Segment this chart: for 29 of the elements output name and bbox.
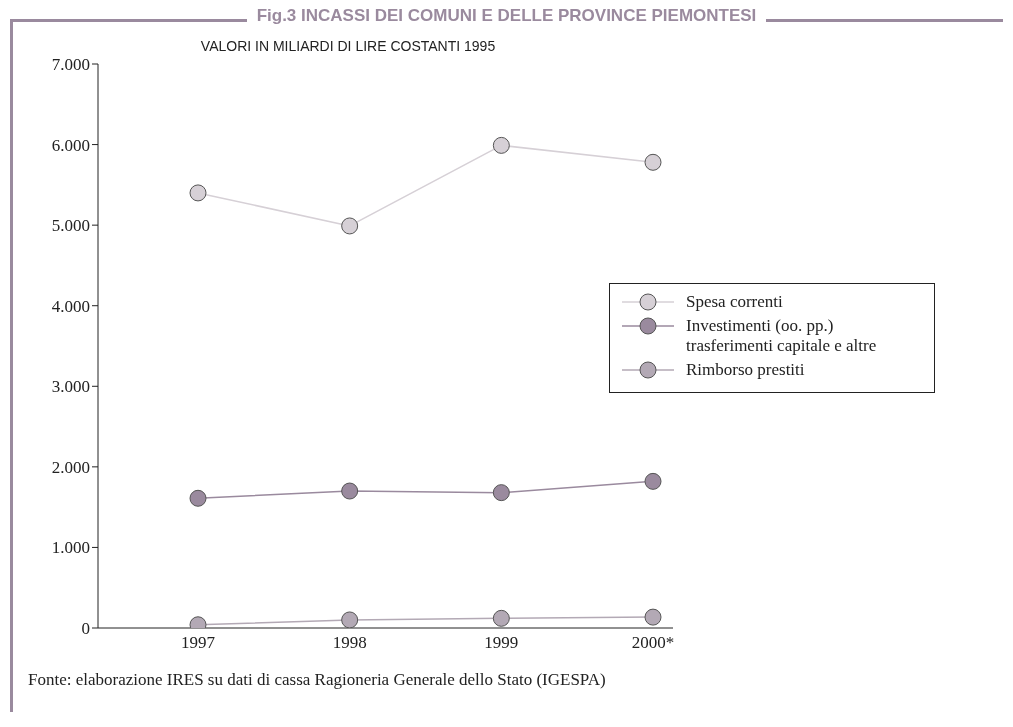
source-note: Fonte: elaborazione IRES su dati di cassa Ragioneria Generale dello Stato (IGESPA) <box>28 670 606 690</box>
point <box>492 136 510 154</box>
x-tick-label: 2000* <box>631 633 675 653</box>
legend-label: Spesa correnti <box>686 292 783 312</box>
y-tick-label: 0 <box>81 619 90 639</box>
point <box>341 611 359 628</box>
x-tick-label: 1999 <box>484 633 519 653</box>
chart-subtitle: VALORI IN MILIARDI DI LIRE COSTANTI 1995 <box>199 38 497 54</box>
point <box>644 608 662 626</box>
y-tick-label: 2.000 <box>51 457 90 477</box>
point <box>644 472 662 490</box>
y-tick-label: 1.000 <box>51 538 90 558</box>
y-tick-label: 4.000 <box>51 296 90 316</box>
point <box>189 489 207 507</box>
y-tick-label: 6.000 <box>51 135 90 155</box>
legend-label: Rimborso prestiti <box>686 360 805 380</box>
x-tick-label: 1998 <box>332 633 367 653</box>
y-tick-label: 7.000 <box>51 55 90 75</box>
legend-label: Investimenti (oo. pp.) trasferimenti capitale e altre <box>686 316 878 356</box>
point <box>644 153 662 171</box>
point <box>492 609 510 627</box>
point <box>341 217 359 235</box>
point <box>492 484 510 502</box>
point <box>341 482 359 500</box>
chart-title: Fig.3 INCASSI DEI COMUNI E DELLE PROVINCE PIEMONTESI <box>246 6 767 25</box>
y-tick-label: 3.000 <box>51 377 90 397</box>
point <box>189 184 207 202</box>
x-tick-label: 1997 <box>181 633 216 653</box>
y-tick-label: 5.000 <box>51 216 90 236</box>
